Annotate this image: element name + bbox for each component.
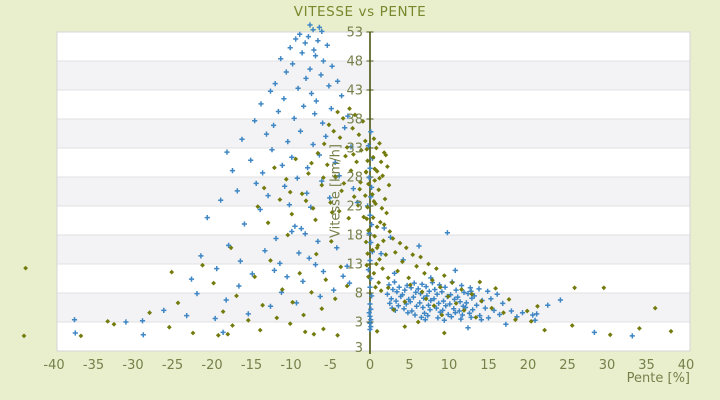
plot-band [57,90,690,119]
y-tick-label: 8 [355,287,363,302]
y-tick-label: 23 [346,200,363,215]
y-tick-label: 38 [346,113,363,128]
x-tick-label: -15 [241,358,262,373]
y-axis-title: Vitesse [km/h] [328,144,344,238]
y-tick-label: 3 [355,316,363,331]
plot-band [57,293,690,322]
y-tick-label: 43 [346,84,363,99]
y-tick-label: 48 [346,55,363,70]
y-tick-label: 53 [346,26,363,41]
x-tick-label: 15 [480,358,497,373]
x-tick-label: 40 [678,358,695,373]
x-tick-label: 30 [599,358,616,373]
y-axis-min-label: 3 [355,341,363,356]
x-tick-label: 20 [520,358,537,373]
x-tick-label: -20 [201,358,222,373]
x-tick-label: 0 [366,358,374,373]
x-tick-label: -30 [122,358,143,373]
plot-band [57,322,690,351]
plot-band [57,32,690,61]
x-tick-label: -10 [280,358,301,373]
y-tick-label: 28 [346,171,363,186]
x-tick-label: 25 [559,358,576,373]
chart-title: VITESSE vs PENTE [293,4,427,20]
plot-band [57,206,690,235]
x-tick-label: -5 [324,358,337,373]
x-tick-label: -35 [83,358,104,373]
y-tick-label: 18 [346,229,363,244]
y-tick-label: 13 [346,258,363,273]
plot-band [57,148,690,177]
plot-band [57,61,690,90]
plot-band [57,264,690,293]
x-tick-label: 35 [638,358,655,373]
y-tick-label: 33 [346,142,363,157]
plot-band [57,119,690,148]
x-tick-label: 5 [405,358,413,373]
x-axis-title: Pente [%] [626,371,690,386]
x-tick-label: 10 [441,358,458,373]
x-tick-label: -40 [43,358,64,373]
x-tick-label: -25 [162,358,183,373]
